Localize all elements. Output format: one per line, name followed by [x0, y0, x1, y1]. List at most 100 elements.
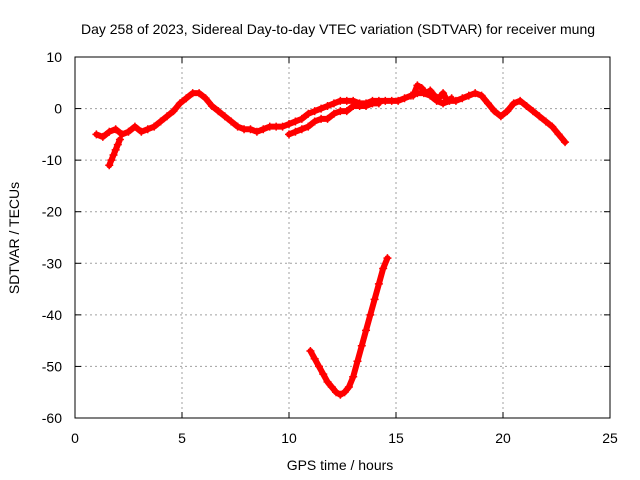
data-point	[246, 125, 255, 134]
data-point	[143, 125, 152, 134]
data-point	[477, 91, 486, 100]
data-point	[464, 91, 473, 100]
data-point	[327, 383, 336, 392]
data-point	[379, 264, 388, 273]
data-point	[509, 99, 518, 108]
data-point	[195, 89, 204, 98]
data-point	[374, 99, 383, 108]
data-points	[92, 81, 570, 399]
series-trace	[93, 90, 569, 146]
x-axis-label: GPS time / hours	[287, 457, 394, 473]
data-point	[304, 109, 313, 118]
data-point	[561, 138, 570, 147]
data-point	[105, 127, 114, 136]
data-point	[332, 388, 341, 397]
data-point	[458, 94, 467, 103]
y-tick-label: -60	[42, 410, 62, 426]
y-tick-label: -20	[42, 204, 62, 220]
data-point	[252, 127, 261, 136]
data-point	[92, 130, 101, 139]
data-point	[548, 122, 557, 131]
data-point	[319, 370, 328, 379]
data-point	[297, 125, 306, 134]
data-point	[340, 388, 349, 397]
data-point	[109, 150, 118, 159]
data-point	[285, 120, 293, 129]
data-point	[357, 341, 366, 350]
data-point	[541, 117, 550, 126]
data-point	[342, 107, 351, 116]
data-point	[426, 86, 435, 95]
data-point	[496, 112, 505, 121]
data-point	[400, 94, 409, 103]
data-point	[310, 354, 319, 363]
data-point	[434, 94, 443, 103]
y-tick-label: -50	[42, 358, 62, 374]
data-point	[175, 99, 184, 108]
data-point	[113, 140, 122, 149]
data-point	[163, 112, 172, 121]
data-point	[323, 101, 332, 110]
data-point	[220, 112, 229, 121]
data-point	[310, 107, 319, 116]
x-tick-label: 10	[281, 430, 297, 446]
data-point	[484, 99, 493, 108]
data-point	[115, 135, 124, 144]
y-tick-label: 10	[46, 49, 62, 65]
data-point	[439, 89, 448, 98]
series-main-trace	[92, 89, 570, 147]
data-point	[439, 99, 448, 108]
data-point	[304, 122, 313, 131]
data-point	[285, 130, 293, 139]
data-point	[366, 310, 375, 319]
data-point	[207, 101, 216, 110]
data-point	[118, 130, 127, 139]
data-point	[182, 94, 191, 103]
data-point	[362, 326, 371, 335]
data-point	[516, 96, 525, 105]
data-point	[362, 101, 371, 110]
data-point	[349, 372, 358, 381]
data-point	[291, 127, 300, 136]
y-tick-label: -40	[42, 307, 62, 323]
data-point	[522, 101, 531, 110]
data-point	[137, 127, 146, 136]
data-point	[130, 122, 139, 131]
x-tick-label: 15	[388, 430, 404, 446]
data-point	[413, 81, 422, 90]
data-point	[417, 83, 426, 92]
y-tick-label: 0	[54, 101, 62, 117]
x-tick-label: 25	[602, 430, 618, 446]
y-axis-label: SDTVAR / TECUs	[6, 182, 22, 294]
data-point	[344, 383, 353, 392]
data-point	[383, 254, 392, 263]
x-tick-label: 20	[495, 430, 511, 446]
x-tick-label: 0	[71, 430, 79, 446]
data-point	[150, 122, 159, 131]
data-point	[227, 117, 236, 126]
axis-ticks: 0 5 10 15 20 25 10 0 -10 -20 -30 -40 -50 -60	[42, 49, 618, 446]
series-lower-branch	[285, 99, 383, 139]
data-point	[111, 125, 120, 134]
data-point	[156, 117, 165, 126]
data-point	[503, 107, 512, 116]
data-point	[554, 130, 563, 139]
data-point	[471, 89, 480, 98]
data-point	[535, 112, 544, 121]
data-point	[310, 117, 319, 126]
data-point	[409, 91, 418, 100]
data-point	[447, 94, 456, 103]
data-point	[490, 107, 499, 116]
series-v-curve	[306, 254, 392, 399]
data-point	[443, 96, 452, 105]
data-point	[124, 127, 133, 136]
data-point	[259, 125, 268, 134]
data-point	[233, 122, 242, 131]
data-point	[394, 96, 403, 105]
data-point	[329, 109, 338, 118]
data-point	[329, 99, 338, 108]
series-spike-branch	[409, 81, 456, 105]
data-point	[451, 96, 460, 105]
plot-frame	[74, 56, 611, 419]
